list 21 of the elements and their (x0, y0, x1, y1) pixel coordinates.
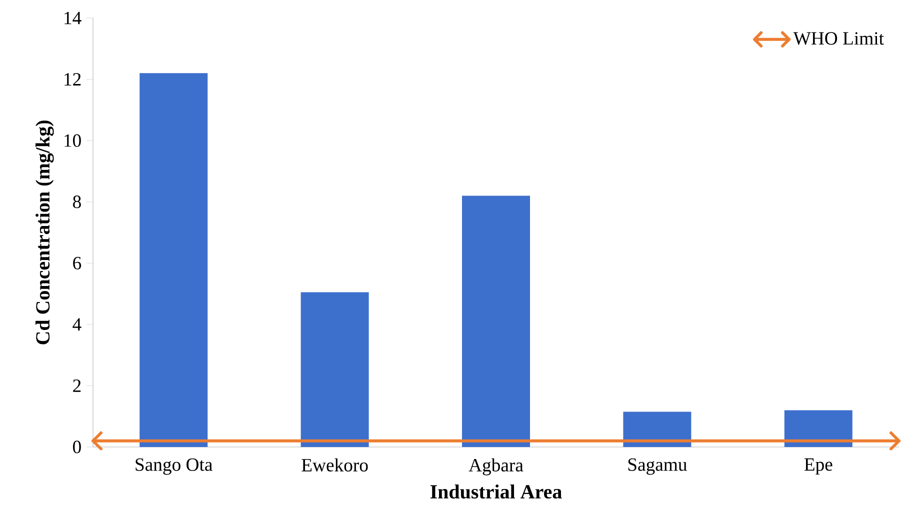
x-axis-title: Industrial Area (430, 484, 562, 499)
y-tick-label: 14 (64, 12, 82, 24)
bar (300, 292, 369, 447)
y-tick-label: 0 (73, 440, 81, 454)
x-tick-label: Epe (804, 458, 832, 475)
x-tick-label: Sagamu (628, 458, 687, 475)
y-tick-label: 4 (72, 318, 82, 331)
bar (623, 412, 692, 447)
x-tick-label: Sango Ota (136, 458, 212, 475)
x-tick-label: Agbara (468, 458, 524, 476)
y-tick-label: 12 (64, 73, 81, 86)
x-tick-label: Ewekoro (302, 458, 368, 472)
bar (462, 196, 530, 447)
legend-label: WHO Limit (793, 32, 884, 45)
y-axis-title: Cd Concentration (mg/kg) (36, 120, 54, 344)
y-tick-label: 2 (73, 380, 81, 392)
y-tick-label: 6 (73, 256, 82, 270)
y-tick-label: 8 (73, 196, 81, 208)
bar (784, 410, 852, 447)
y-tick-label: 10 (64, 134, 81, 147)
bar (140, 73, 208, 447)
